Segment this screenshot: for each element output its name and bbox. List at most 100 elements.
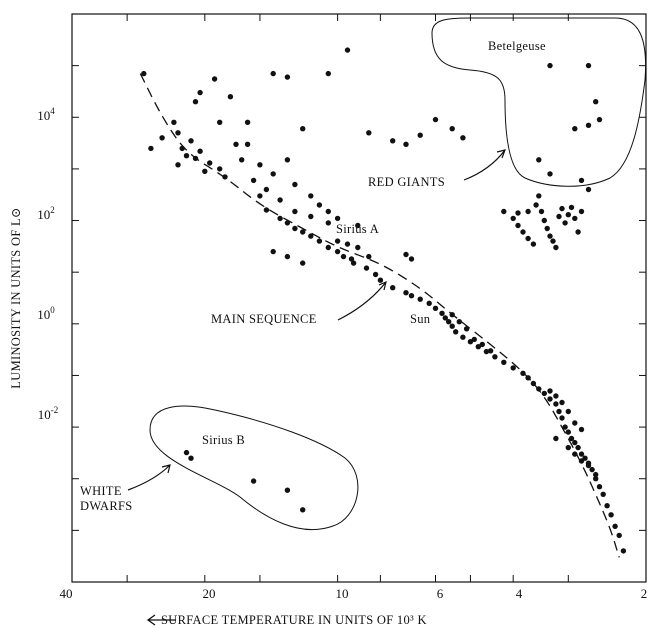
star-point (355, 244, 361, 251)
star-point (211, 76, 218, 82)
star-point (616, 532, 622, 539)
star-point (270, 171, 276, 177)
star-point (596, 116, 603, 123)
star-point (316, 238, 323, 244)
star-point (183, 153, 190, 159)
star-point (515, 222, 521, 229)
star-point (553, 244, 559, 251)
star-point (316, 202, 323, 208)
star-point (547, 62, 553, 69)
star-point (377, 277, 384, 283)
star-point (244, 141, 251, 147)
star-point (536, 193, 542, 199)
annotations: Betelgeuse RED GIANTS Sirius A MAIN SEQU… (80, 39, 546, 513)
star-point (565, 212, 571, 218)
star-point (449, 312, 455, 318)
star-point (530, 380, 537, 387)
star-point (487, 348, 494, 354)
star-point (556, 213, 562, 220)
x-tick-label: 6 (437, 586, 444, 601)
star-point (553, 393, 559, 399)
x-axis-title-group: SURFACE TEMPERATURE IN UNITS OF 10³ K (146, 613, 427, 627)
star-point (525, 208, 531, 215)
star-point (334, 215, 341, 222)
star-point (277, 215, 283, 222)
star-point (620, 548, 627, 554)
star-point (556, 408, 562, 415)
star-point (348, 256, 355, 262)
star-point (284, 220, 291, 226)
star-point (292, 225, 298, 232)
x-tick-label: 10 (336, 586, 349, 601)
star-point (325, 244, 331, 251)
star-point (175, 162, 181, 168)
star-point (492, 354, 498, 360)
white-dwarfs-label-line1: WHITE (80, 484, 122, 498)
star-point (578, 451, 585, 457)
star-point (233, 141, 239, 147)
star-point (589, 466, 595, 473)
y-tick-label: 100 (37, 305, 55, 322)
star-point (403, 141, 409, 147)
star-point (547, 233, 553, 239)
star-point (585, 122, 592, 128)
red-giants-arrow (463, 149, 506, 181)
star-point (572, 439, 578, 446)
star-point (325, 208, 331, 215)
star-point (308, 213, 314, 220)
star-point (263, 186, 270, 193)
star-point (355, 222, 361, 229)
star-point (510, 215, 516, 222)
star-point (432, 305, 439, 311)
star-point (408, 256, 415, 262)
star-point (575, 229, 581, 235)
betelgeuse-label: Betelgeuse (488, 39, 546, 53)
star-point (593, 476, 599, 482)
star-point (585, 186, 592, 193)
white-dwarfs-arrow (127, 464, 171, 491)
star-point (453, 329, 459, 335)
star-point (559, 205, 565, 212)
star-point (217, 166, 223, 172)
star-point (553, 401, 559, 407)
star-point (446, 319, 452, 325)
x-axis-title: SURFACE TEMPERATURE IN UNITS OF 10³ K (161, 613, 427, 627)
star-point (277, 197, 283, 203)
x-tick-label: 20 (203, 586, 216, 601)
star-point (536, 386, 542, 392)
star-point (284, 253, 291, 260)
star-point (463, 326, 470, 332)
star-point (417, 296, 423, 302)
star-point (308, 233, 314, 239)
star-point (467, 339, 474, 345)
star-point (179, 145, 185, 152)
x-tick-label: 4 (516, 586, 523, 601)
star-point (585, 62, 592, 69)
white-dwarfs-label-line2: DWARFS (80, 499, 133, 513)
star-point (520, 370, 526, 376)
star-point (344, 47, 351, 53)
star-point (197, 89, 203, 96)
star-point (263, 207, 270, 213)
star-point (197, 148, 203, 154)
star-point (300, 260, 306, 266)
star-point (547, 171, 553, 177)
star-point (460, 135, 466, 141)
star-point (538, 208, 545, 215)
star-point (141, 70, 147, 77)
sun-label: Sun (410, 312, 431, 326)
star-point (250, 177, 257, 184)
star-point (501, 208, 507, 215)
star-point (390, 285, 396, 291)
star-point (479, 341, 485, 348)
star-points (141, 47, 627, 554)
star-point (536, 157, 542, 163)
star-point (408, 293, 415, 299)
star-point (547, 388, 553, 394)
star-point (403, 251, 409, 258)
star-point (525, 235, 531, 242)
star-point (585, 462, 592, 469)
star-point (202, 168, 208, 174)
star-point (284, 157, 291, 163)
y-tick-label: 102 (37, 205, 55, 222)
